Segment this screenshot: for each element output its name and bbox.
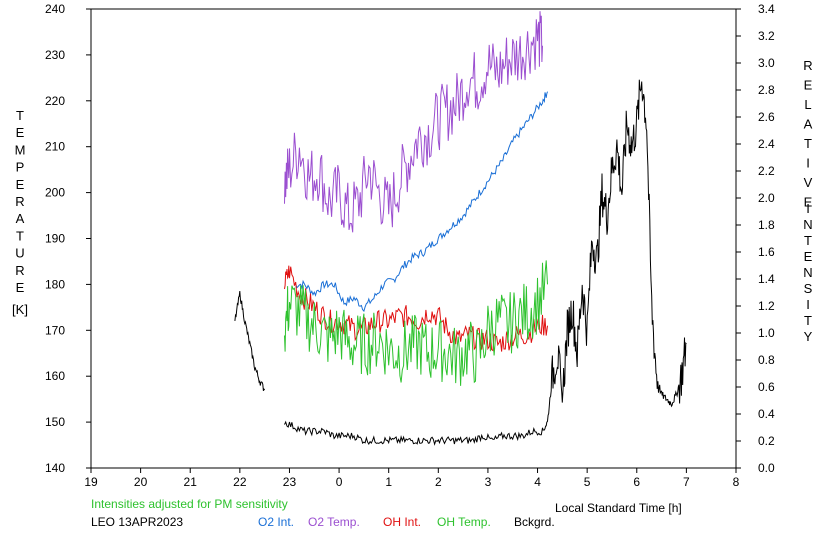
- right-axis-title-letter: T: [804, 233, 812, 248]
- right-axis-title-letter: V: [804, 175, 813, 190]
- left-axis-title-letter: A: [16, 211, 25, 226]
- left-y-tick-label: 150: [45, 415, 65, 429]
- left-y-tick-label: 200: [45, 186, 65, 200]
- left-y-tick-label: 210: [45, 140, 65, 154]
- x-tick-label: 6: [633, 475, 640, 489]
- left-y-tick-label: 230: [45, 48, 65, 62]
- left-y-tick-label: 180: [45, 277, 65, 291]
- legend-o2-int: O2 Int.: [258, 515, 294, 529]
- right-y-tick-label: 1.2: [758, 299, 775, 313]
- right-y-axis: 0.0 0.2 0.4 0.6 0.8 1.0 1.2 1.4 1.6 1.8 2.0 2.2 2.4 2…: [736, 2, 775, 475]
- right-axis-title-letter: I: [806, 201, 810, 216]
- right-axis-title-letter: T: [804, 313, 812, 328]
- x-tick-label: 3: [485, 475, 492, 489]
- right-y-tick-label: 2.6: [758, 110, 775, 124]
- left-y-tick-label: 140: [45, 461, 65, 475]
- right-axis-title-letter: E: [804, 195, 813, 210]
- left-axis-title-letter: R: [15, 263, 24, 278]
- x-tick-label: 4: [534, 475, 541, 489]
- right-y-tick-label: 2.2: [758, 164, 775, 178]
- left-axis-title-letter: T: [16, 108, 24, 123]
- right-axis-title-letter: T: [804, 136, 812, 151]
- x-tick-label: 22: [233, 475, 247, 489]
- x-tick-label: 8: [733, 475, 740, 489]
- left-axis-title-letter: E: [16, 125, 25, 140]
- legend: O2 Int. O2 Temp. OH Int. OH Temp. Bckgrd…: [258, 515, 555, 529]
- series-line-2: [284, 265, 548, 352]
- left-axis-title-letter: M: [15, 142, 26, 157]
- series-layer: [234, 11, 687, 446]
- series-line-0: [294, 91, 548, 313]
- right-axis-title-letter: E: [804, 78, 813, 93]
- x-tick-label: 1: [385, 475, 392, 489]
- right-y-tick-label: 0.0: [758, 461, 775, 475]
- series-line-4-seg-1: [284, 79, 687, 446]
- x-tick-label: 2: [435, 475, 442, 489]
- left-axis-title-letter: U: [15, 246, 24, 261]
- series-line-4-seg-0: [234, 290, 266, 391]
- right-y-tick-label: 0.2: [758, 434, 775, 448]
- x-tick-label: 19: [84, 475, 98, 489]
- pm-sensitivity-note: Intensities adjusted for PM sensitivity: [91, 497, 288, 511]
- right-y-tick-label: 2.4: [758, 137, 775, 151]
- right-y-tick-label: 1.0: [758, 326, 775, 340]
- series-line-3: [284, 260, 548, 386]
- left-axis-unit: [K]: [12, 302, 28, 317]
- right-axis-title-letter: E: [804, 249, 813, 264]
- left-y-tick-label: 220: [45, 94, 65, 108]
- right-y-tick-label: 0.4: [758, 407, 775, 421]
- right-y-tick-label: 3.4: [758, 2, 775, 16]
- legend-o2-temp: O2 Temp.: [308, 515, 360, 529]
- x-tick-label: 5: [584, 475, 591, 489]
- right-y-tick-label: 1.6: [758, 245, 775, 259]
- right-y-tick-label: 0.6: [758, 380, 775, 394]
- right-axis-title-letter: Y: [804, 329, 813, 344]
- x-axis: 19 20 21 22 23 0 1 2 3 4 5 6 7 8: [84, 468, 740, 489]
- right-y-tick-label: 1.8: [758, 218, 775, 232]
- left-axis-title-letter: P: [16, 160, 25, 175]
- left-axis-title-letter: R: [15, 194, 24, 209]
- x-tick-label: 0: [336, 475, 343, 489]
- right-y-tick-label: 1.4: [758, 272, 775, 286]
- right-y-tick-label: 0.8: [758, 353, 775, 367]
- right-y-tick-label: 2.0: [758, 191, 775, 205]
- right-axis-title-letter: I: [806, 156, 810, 171]
- x-tick-label: 20: [134, 475, 148, 489]
- right-axis-title-letter: N: [803, 265, 812, 280]
- x-axis-title: Local Standard Time [h]: [555, 501, 682, 515]
- right-y-tick-label: 3.2: [758, 29, 775, 43]
- right-y-tick-label: 3.0: [758, 56, 775, 70]
- series-line-1: [284, 11, 543, 233]
- left-y-tick-label: 170: [45, 323, 65, 337]
- x-tick-label: 21: [184, 475, 198, 489]
- left-y-tick-label: 190: [45, 232, 65, 246]
- right-axis-title-letter: S: [804, 281, 813, 296]
- right-axis-title-letter: I: [806, 297, 810, 312]
- legend-bckgrd: Bckgrd.: [514, 515, 555, 529]
- x-tick-label: 23: [283, 475, 297, 489]
- left-y-tick-label: 240: [45, 2, 65, 16]
- right-y-tick-label: 2.8: [758, 83, 775, 97]
- right-axis-title-letter: N: [803, 217, 812, 232]
- x-tick-label: 7: [683, 475, 690, 489]
- left-axis-title-letter: T: [16, 228, 24, 243]
- left-y-axis: 140 150 160 170 180 190 200 210 220 230 240: [45, 2, 91, 475]
- station-label: LEO 13APR2023: [91, 515, 183, 529]
- right-axis-title-letter: L: [804, 97, 811, 112]
- legend-oh-temp: OH Temp.: [437, 515, 491, 529]
- right-axis-title-letter: R: [803, 58, 812, 73]
- left-y-tick-label: 160: [45, 369, 65, 383]
- left-axis-title-letter: E: [16, 280, 25, 295]
- legend-oh-int: OH Int.: [383, 515, 421, 529]
- left-axis-title-letter: E: [16, 177, 25, 192]
- plot-frame: [90, 8, 737, 469]
- right-axis-title-letter: A: [804, 117, 813, 132]
